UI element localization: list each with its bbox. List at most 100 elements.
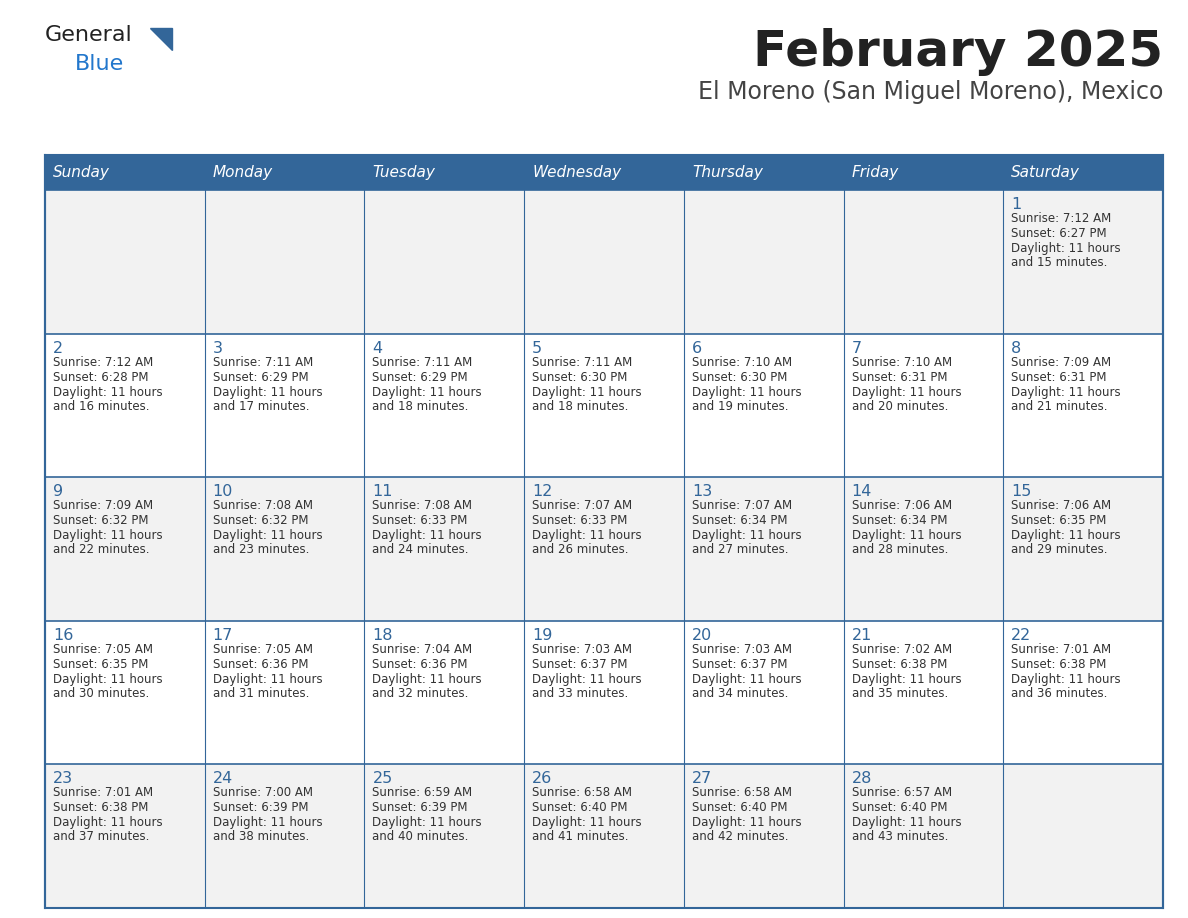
Text: Daylight: 11 hours: Daylight: 11 hours <box>1011 242 1121 255</box>
Text: Sunrise: 7:06 AM: Sunrise: 7:06 AM <box>852 499 952 512</box>
Text: Sunrise: 7:07 AM: Sunrise: 7:07 AM <box>691 499 792 512</box>
Text: Sunrise: 7:03 AM: Sunrise: 7:03 AM <box>532 643 632 655</box>
Text: 4: 4 <box>372 341 383 355</box>
Text: Sunset: 6:34 PM: Sunset: 6:34 PM <box>691 514 788 527</box>
Text: 13: 13 <box>691 484 712 499</box>
Text: Sunrise: 7:01 AM: Sunrise: 7:01 AM <box>53 787 153 800</box>
Text: El Moreno (San Miguel Moreno), Mexico: El Moreno (San Miguel Moreno), Mexico <box>697 80 1163 104</box>
Text: Sunset: 6:33 PM: Sunset: 6:33 PM <box>532 514 627 527</box>
Text: February 2025: February 2025 <box>753 28 1163 76</box>
Text: Sunrise: 7:11 AM: Sunrise: 7:11 AM <box>532 355 632 369</box>
Text: 20: 20 <box>691 628 712 643</box>
Text: Sunset: 6:29 PM: Sunset: 6:29 PM <box>213 371 309 384</box>
Text: Sunset: 6:38 PM: Sunset: 6:38 PM <box>852 658 947 671</box>
Text: Sunrise: 7:11 AM: Sunrise: 7:11 AM <box>372 355 473 369</box>
Text: and 24 minutes.: and 24 minutes. <box>372 543 469 556</box>
Text: Sunset: 6:32 PM: Sunset: 6:32 PM <box>53 514 148 527</box>
Text: Sunrise: 7:08 AM: Sunrise: 7:08 AM <box>372 499 473 512</box>
Text: Sunrise: 7:09 AM: Sunrise: 7:09 AM <box>53 499 153 512</box>
Text: Daylight: 11 hours: Daylight: 11 hours <box>852 529 961 543</box>
Text: 23: 23 <box>53 771 74 787</box>
Text: Daylight: 11 hours: Daylight: 11 hours <box>53 386 163 398</box>
Text: Sunrise: 7:11 AM: Sunrise: 7:11 AM <box>213 355 312 369</box>
Text: Daylight: 11 hours: Daylight: 11 hours <box>372 673 482 686</box>
Text: Daylight: 11 hours: Daylight: 11 hours <box>852 816 961 829</box>
Text: Sunrise: 6:57 AM: Sunrise: 6:57 AM <box>852 787 952 800</box>
Text: 22: 22 <box>1011 628 1031 643</box>
Text: Wednesday: Wednesday <box>532 165 621 180</box>
Text: 25: 25 <box>372 771 393 787</box>
Text: 19: 19 <box>532 628 552 643</box>
Text: and 42 minutes.: and 42 minutes. <box>691 831 789 844</box>
Text: and 26 minutes.: and 26 minutes. <box>532 543 628 556</box>
Text: Daylight: 11 hours: Daylight: 11 hours <box>852 673 961 686</box>
Text: Sunrise: 7:12 AM: Sunrise: 7:12 AM <box>1011 212 1112 225</box>
Text: Daylight: 11 hours: Daylight: 11 hours <box>213 673 322 686</box>
Text: Sunrise: 7:06 AM: Sunrise: 7:06 AM <box>1011 499 1112 512</box>
Text: Blue: Blue <box>75 54 125 74</box>
Text: Thursday: Thursday <box>691 165 763 180</box>
Polygon shape <box>150 28 172 50</box>
Bar <box>45 477 1163 621</box>
Text: Sunset: 6:31 PM: Sunset: 6:31 PM <box>852 371 947 384</box>
Text: 2: 2 <box>53 341 63 355</box>
Text: Daylight: 11 hours: Daylight: 11 hours <box>1011 386 1121 398</box>
Text: and 17 minutes.: and 17 minutes. <box>213 399 309 412</box>
Text: Daylight: 11 hours: Daylight: 11 hours <box>532 386 642 398</box>
Text: Daylight: 11 hours: Daylight: 11 hours <box>213 816 322 829</box>
Text: Sunset: 6:36 PM: Sunset: 6:36 PM <box>372 658 468 671</box>
Text: Sunset: 6:32 PM: Sunset: 6:32 PM <box>213 514 308 527</box>
Text: and 43 minutes.: and 43 minutes. <box>852 831 948 844</box>
Text: General: General <box>45 25 133 45</box>
Text: 11: 11 <box>372 484 393 499</box>
Text: 7: 7 <box>852 341 861 355</box>
Text: and 16 minutes.: and 16 minutes. <box>53 399 150 412</box>
Text: and 29 minutes.: and 29 minutes. <box>1011 543 1107 556</box>
Text: Sunset: 6:28 PM: Sunset: 6:28 PM <box>53 371 148 384</box>
Text: Sunset: 6:35 PM: Sunset: 6:35 PM <box>53 658 148 671</box>
Text: Sunset: 6:29 PM: Sunset: 6:29 PM <box>372 371 468 384</box>
Text: and 41 minutes.: and 41 minutes. <box>532 831 628 844</box>
Text: Daylight: 11 hours: Daylight: 11 hours <box>691 529 802 543</box>
Text: Sunset: 6:39 PM: Sunset: 6:39 PM <box>213 801 308 814</box>
Text: Daylight: 11 hours: Daylight: 11 hours <box>53 673 163 686</box>
Text: 12: 12 <box>532 484 552 499</box>
Text: 6: 6 <box>691 341 702 355</box>
Text: Daylight: 11 hours: Daylight: 11 hours <box>691 386 802 398</box>
Text: Daylight: 11 hours: Daylight: 11 hours <box>53 529 163 543</box>
Text: Daylight: 11 hours: Daylight: 11 hours <box>691 673 802 686</box>
Text: and 27 minutes.: and 27 minutes. <box>691 543 789 556</box>
Text: and 34 minutes.: and 34 minutes. <box>691 687 788 700</box>
Text: and 23 minutes.: and 23 minutes. <box>213 543 309 556</box>
Text: Monday: Monday <box>213 165 273 180</box>
Text: 10: 10 <box>213 484 233 499</box>
Text: 17: 17 <box>213 628 233 643</box>
Text: Sunset: 6:34 PM: Sunset: 6:34 PM <box>852 514 947 527</box>
Text: and 31 minutes.: and 31 minutes. <box>213 687 309 700</box>
Text: 28: 28 <box>852 771 872 787</box>
Text: Sunrise: 7:02 AM: Sunrise: 7:02 AM <box>852 643 952 655</box>
Text: Saturday: Saturday <box>1011 165 1080 180</box>
Text: Daylight: 11 hours: Daylight: 11 hours <box>213 386 322 398</box>
Text: Sunset: 6:39 PM: Sunset: 6:39 PM <box>372 801 468 814</box>
Text: Sunset: 6:33 PM: Sunset: 6:33 PM <box>372 514 468 527</box>
Text: Sunrise: 7:05 AM: Sunrise: 7:05 AM <box>213 643 312 655</box>
Text: Daylight: 11 hours: Daylight: 11 hours <box>213 529 322 543</box>
Text: Sunset: 6:37 PM: Sunset: 6:37 PM <box>691 658 788 671</box>
Text: Sunset: 6:40 PM: Sunset: 6:40 PM <box>852 801 947 814</box>
Text: 24: 24 <box>213 771 233 787</box>
Text: Daylight: 11 hours: Daylight: 11 hours <box>532 673 642 686</box>
Text: Sunrise: 7:07 AM: Sunrise: 7:07 AM <box>532 499 632 512</box>
Text: 9: 9 <box>53 484 63 499</box>
Text: Sunset: 6:30 PM: Sunset: 6:30 PM <box>532 371 627 384</box>
Text: 21: 21 <box>852 628 872 643</box>
Text: and 30 minutes.: and 30 minutes. <box>53 687 150 700</box>
Bar <box>45 621 1163 765</box>
Text: Sunset: 6:38 PM: Sunset: 6:38 PM <box>1011 658 1107 671</box>
Text: Sunrise: 6:58 AM: Sunrise: 6:58 AM <box>691 787 792 800</box>
Text: Sunset: 6:35 PM: Sunset: 6:35 PM <box>1011 514 1107 527</box>
Text: 1: 1 <box>1011 197 1022 212</box>
Text: Sunset: 6:31 PM: Sunset: 6:31 PM <box>1011 371 1107 384</box>
Text: and 36 minutes.: and 36 minutes. <box>1011 687 1107 700</box>
Text: Daylight: 11 hours: Daylight: 11 hours <box>53 816 163 829</box>
